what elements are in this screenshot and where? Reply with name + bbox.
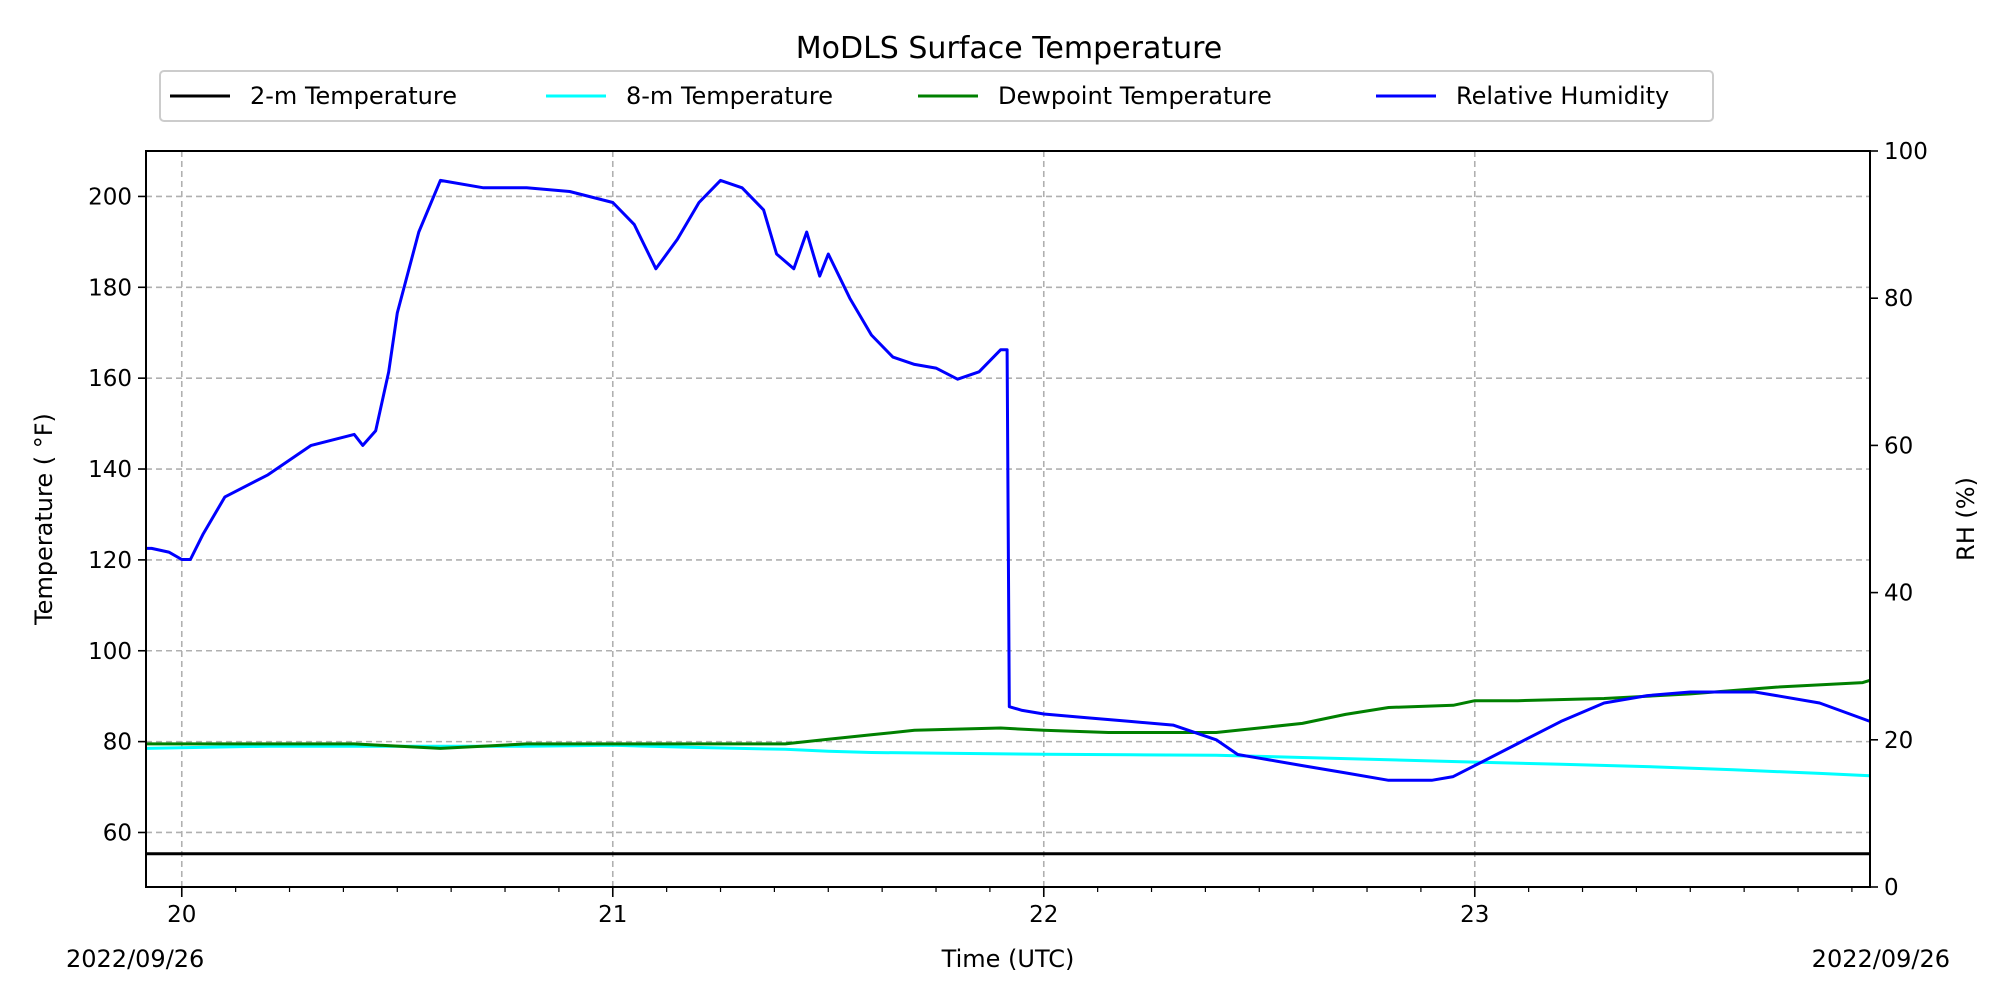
legend-items: 2-m Temperature 8-m Temperature Dewpoint T…: [170, 82, 1669, 110]
y-tick-label-left: 160: [88, 366, 132, 392]
x-axis-label: Time (UTC): [941, 945, 1075, 973]
x-tick-label: 23: [1460, 902, 1489, 928]
y-tick-label-left: 200: [88, 184, 132, 210]
series-8-m-temperature: [145, 743, 1871, 778]
y-tick-label-right: 40: [1884, 581, 1913, 607]
legend-label: Dewpoint Temperature: [998, 82, 1272, 110]
legend-label: 8-m Temperature: [626, 82, 833, 110]
y-tick-label-right: 0: [1884, 875, 1899, 901]
series-relative-humidity: [146, 178, 1871, 782]
y-tick-label-left: 180: [88, 275, 132, 301]
y-axis-label-left: Temperature ( °F): [30, 413, 58, 626]
series-layer: [145, 178, 1871, 856]
x-tick-label: 21: [598, 902, 627, 928]
y-axis-label-right: RH (%): [1952, 477, 1980, 561]
legend-label: 2-m Temperature: [250, 82, 457, 110]
legend-label: Relative Humidity: [1456, 82, 1669, 110]
y-tick-label-right: 80: [1884, 286, 1913, 312]
series-dewpoint-temperature: [146, 678, 1871, 750]
x-tick-label: 20: [167, 902, 196, 928]
y-tick-label-right: 100: [1884, 139, 1928, 165]
y-tick-label-right: 60: [1884, 433, 1913, 459]
y-tick-label-left: 60: [103, 820, 132, 846]
axes: 60 80 100 120 140 160 180 200 0 20 40 60 80 100 20 21 22…: [88, 139, 1928, 928]
legend: 2-m Temperature 8-m Temperature Dewpoint T…: [159, 70, 1714, 122]
x-date-right: 2022/09/26: [1812, 945, 1950, 973]
x-date-left: 2022/09/26: [66, 945, 204, 973]
chart-title: MoDLS Surface Temperature: [796, 31, 1223, 66]
y-tick-label-left: 120: [88, 548, 132, 574]
x-tick-label: 22: [1029, 902, 1058, 928]
y-tick-label-right: 20: [1884, 728, 1913, 754]
y-tick-label-left: 100: [88, 639, 132, 665]
y-tick-label-left: 80: [103, 730, 132, 756]
plot-frame: [145, 150, 1871, 888]
y-tick-label-left: 140: [88, 457, 132, 483]
